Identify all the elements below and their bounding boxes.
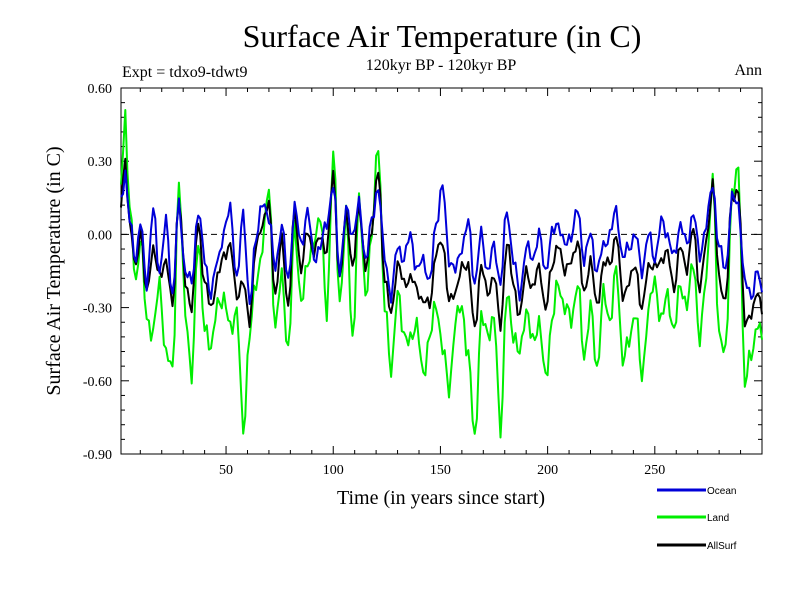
legend-label-allsurf: AllSurf	[707, 541, 737, 552]
x-tick-label: 50	[219, 463, 233, 478]
y-axis-label: Surface Air Temperature (in C)	[43, 146, 65, 395]
y-tick-label: -0.30	[83, 302, 112, 317]
season-label: Ann	[734, 62, 762, 79]
y-tick-label: -0.90	[83, 448, 112, 463]
plot-frame	[120, 87, 763, 455]
x-tick-label: 100	[323, 463, 344, 478]
x-axis-label: Time (in years since start)	[337, 487, 545, 509]
y-tick-label: 0.30	[88, 155, 113, 170]
chart-title: Surface Air Temperature (in C)	[243, 18, 642, 54]
legend-label-land: Land	[707, 513, 729, 524]
y-tick-label: -0.60	[83, 375, 112, 390]
x-tick-label: 150	[430, 463, 451, 478]
x-tick-label: 250	[644, 463, 665, 478]
y-tick-label: 0.00	[88, 228, 113, 243]
legend: Ocean Land AllSurf	[657, 486, 737, 552]
series-line-ocean	[120, 169, 763, 305]
series-line-land	[120, 109, 763, 439]
experiment-label: Expt = tdxo9-tdwt9	[122, 64, 247, 81]
x-tick-label: 200	[537, 463, 558, 478]
chart-subtitle: 120kyr BP - 120kyr BP	[366, 57, 517, 74]
legend-label-ocean: Ocean	[707, 486, 736, 497]
y-tick-label: 0.60	[88, 82, 113, 97]
